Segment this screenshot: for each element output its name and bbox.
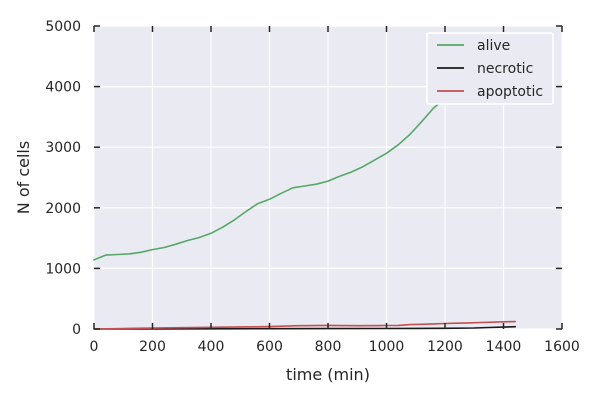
x-tick-label: 400	[198, 339, 225, 355]
legend-label-necrotic: necrotic	[477, 61, 533, 77]
tick-labels: 0 200 400 600 800 1000 1200 1400 1600 0 1000 2000 30…	[45, 19, 579, 355]
tick-marks	[93, 25, 563, 330]
y-tick-label: 0	[72, 322, 81, 338]
legend-box	[426, 32, 554, 105]
y-tick-label: 1000	[45, 261, 81, 277]
x-tick-label: 1400	[486, 339, 522, 355]
x-tick-label: 800	[315, 339, 342, 355]
x-tick-label: 600	[256, 339, 283, 355]
y-tick-label: 2000	[45, 201, 81, 217]
y-tick-label: 5000	[45, 19, 81, 35]
x-tick-label: 200	[139, 339, 166, 355]
x-tick-label: 0	[90, 339, 99, 355]
legend-label-apoptotic: apoptotic	[477, 84, 543, 100]
series-line-necrotic	[93, 325, 517, 330]
x-axis-label: time (min)	[286, 365, 370, 384]
y-tick-label: 4000	[45, 80, 81, 96]
x-tick-label: 1600	[544, 339, 580, 355]
legend-label-alive: alive	[477, 38, 510, 54]
series-line-apoptotic	[93, 320, 517, 330]
y-tick-label: 3000	[45, 140, 81, 156]
y-axis-label: N of cells	[14, 141, 33, 214]
x-tick-label: 1200	[427, 339, 463, 355]
x-tick-label: 1000	[369, 339, 405, 355]
legend: alive necrotic apoptotic	[426, 32, 554, 105]
